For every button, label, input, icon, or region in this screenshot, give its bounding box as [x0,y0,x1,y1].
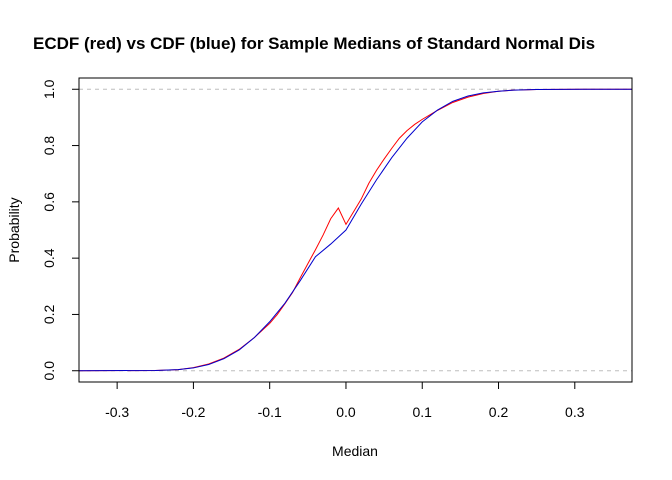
y-tick-label-5: 1.0 [41,79,57,99]
y-axis-label: Probability [6,197,22,262]
x-tick-label-6: 0.3 [565,404,585,420]
x-tick-label-1: -0.2 [181,404,205,420]
y-tick-label-3: 0.6 [41,192,57,212]
x-tick-label-4: 0.1 [413,404,433,420]
series-line-1 [78,88,632,372]
chart-title: ECDF (red) vs CDF (blue) for Sample Medi… [33,34,595,53]
x-tick-label-0: -0.3 [105,404,129,420]
y-tick-label-1: 0.2 [41,304,57,324]
reference-lines [79,88,632,372]
y-axis: 0.0 0.2 0.4 0.6 0.8 1.0 [41,79,80,381]
x-axis: -0.3 -0.2 -0.1 0.0 0.1 0.2 0.3 [105,381,585,420]
y-tick-label-0: 0.0 [41,361,57,381]
series-layer [78,88,632,372]
x-tick-label-3: 0.0 [336,404,356,420]
series-line-0 [78,88,632,372]
x-tick-label-5: 0.2 [489,404,509,420]
y-tick-label-4: 0.8 [41,136,57,156]
x-axis-label: Median [332,443,378,459]
y-tick-label-2: 0.4 [41,248,57,268]
plot-frame [78,77,633,383]
x-tick-label-2: -0.1 [258,404,282,420]
